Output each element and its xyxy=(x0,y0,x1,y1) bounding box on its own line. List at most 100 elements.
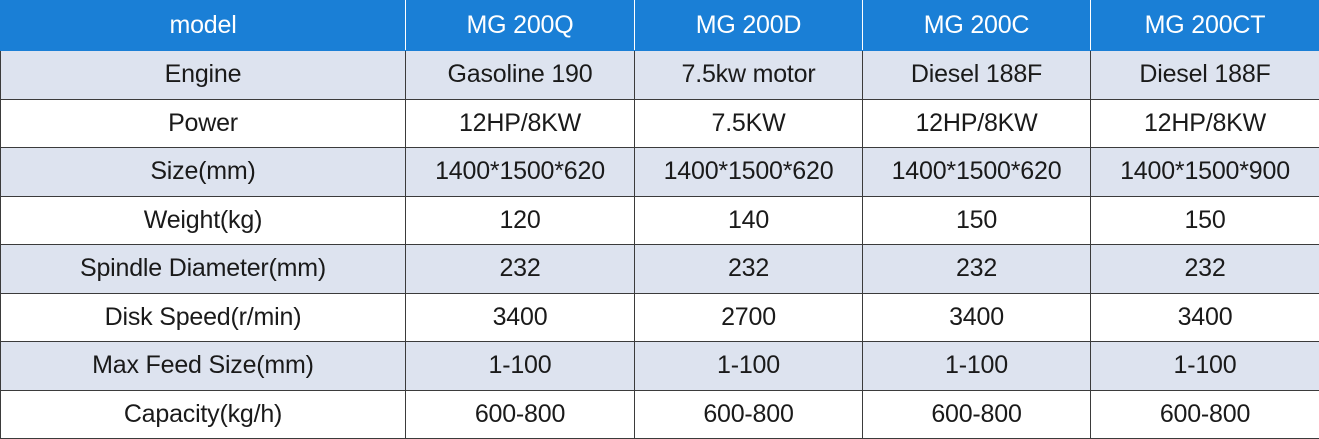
row-label-cell: Max Feed Size(mm) xyxy=(1,342,406,391)
table-cell: 12HP/8KW xyxy=(406,99,635,148)
table-row-max-feed-size: Max Feed Size(mm) 1-100 1-100 1-100 1-10… xyxy=(1,342,1319,391)
table-cell: 1-100 xyxy=(863,342,1091,391)
header-label: MG 200CT xyxy=(1145,11,1266,40)
table-cell: 1-100 xyxy=(1091,342,1319,391)
table-cell: 600-800 xyxy=(635,390,863,439)
row-label: Disk Speed(r/min) xyxy=(105,303,302,332)
table-cell: Diesel 188F xyxy=(1091,51,1319,100)
cell-value: 1-100 xyxy=(945,351,1008,380)
table-cell: 600-800 xyxy=(863,390,1091,439)
table-cell: 7.5kw motor xyxy=(635,51,863,100)
cell-value: 150 xyxy=(1184,206,1225,235)
table-cell: 150 xyxy=(863,196,1091,245)
row-label-cell: Weight(kg) xyxy=(1,196,406,245)
cell-value: 3400 xyxy=(1178,303,1233,332)
cell-value: 120 xyxy=(499,206,540,235)
table-cell: 232 xyxy=(635,245,863,294)
table-row-engine: Engine Gasoline 190 7.5kw motor Diesel 1… xyxy=(1,51,1319,100)
cell-value: 1400*1500*620 xyxy=(435,157,605,186)
row-label-cell: Disk Speed(r/min) xyxy=(1,293,406,342)
cell-value: 1-100 xyxy=(1174,351,1237,380)
header-label: MG 200C xyxy=(924,11,1030,40)
table-cell: 1400*1500*900 xyxy=(1091,148,1319,197)
table-cell: 1400*1500*620 xyxy=(635,148,863,197)
table-cell: 232 xyxy=(863,245,1091,294)
cell-value: 232 xyxy=(956,254,997,283)
cell-value: 3400 xyxy=(949,303,1004,332)
cell-value: 7.5kw motor xyxy=(682,60,816,89)
cell-value: 232 xyxy=(728,254,769,283)
cell-value: 600-800 xyxy=(475,400,565,429)
cell-value: 140 xyxy=(728,206,769,235)
table-row-weight: Weight(kg) 120 140 150 150 xyxy=(1,196,1319,245)
cell-value: 7.5KW xyxy=(711,109,785,138)
row-label: Weight(kg) xyxy=(144,206,262,235)
row-label-cell: Size(mm) xyxy=(1,148,406,197)
table-row-spindle-diameter: Spindle Diameter(mm) 232 232 232 232 xyxy=(1,245,1319,294)
row-label: Power xyxy=(168,109,238,138)
table-cell: 600-800 xyxy=(1091,390,1319,439)
row-label-cell: Engine xyxy=(1,51,406,100)
cell-value: 600-800 xyxy=(931,400,1021,429)
cell-value: Diesel 188F xyxy=(1139,60,1270,89)
table-cell: 600-800 xyxy=(406,390,635,439)
cell-value: 232 xyxy=(499,254,540,283)
cell-value: 600-800 xyxy=(703,400,793,429)
table-cell: 1400*1500*620 xyxy=(863,148,1091,197)
row-label-cell: Capacity(kg/h) xyxy=(1,390,406,439)
table-cell: 3400 xyxy=(406,293,635,342)
cell-value: 1400*1500*620 xyxy=(664,157,834,186)
row-label: Spindle Diameter(mm) xyxy=(80,254,326,283)
table-cell: 232 xyxy=(1091,245,1319,294)
row-label-cell: Spindle Diameter(mm) xyxy=(1,245,406,294)
header-label: model xyxy=(169,11,236,40)
table-cell: Gasoline 190 xyxy=(406,51,635,100)
cell-value: 12HP/8KW xyxy=(1144,109,1266,138)
table-cell: 2700 xyxy=(635,293,863,342)
table-cell: 232 xyxy=(406,245,635,294)
table-cell: 12HP/8KW xyxy=(1091,99,1319,148)
cell-value: 150 xyxy=(956,206,997,235)
header-cell-mg200ct: MG 200CT xyxy=(1091,1,1319,51)
table-cell: 150 xyxy=(1091,196,1319,245)
cell-value: 2700 xyxy=(721,303,776,332)
table-row-disk-speed: Disk Speed(r/min) 3400 2700 3400 3400 xyxy=(1,293,1319,342)
header-cell-mg200c: MG 200C xyxy=(863,1,1091,51)
cell-value: 1400*1500*620 xyxy=(892,157,1062,186)
cell-value: Gasoline 190 xyxy=(448,60,593,89)
header-row: model MG 200Q MG 200D MG 200C MG 200CT xyxy=(1,1,1319,51)
header-cell-mg200d: MG 200D xyxy=(635,1,863,51)
cell-value: 12HP/8KW xyxy=(459,109,581,138)
cell-value: 12HP/8KW xyxy=(915,109,1037,138)
header-cell-mg200q: MG 200Q xyxy=(406,1,635,51)
table-cell: 12HP/8KW xyxy=(863,99,1091,148)
header-label: MG 200D xyxy=(696,11,802,40)
table-cell: 1-100 xyxy=(406,342,635,391)
table-cell: 140 xyxy=(635,196,863,245)
table-cell: 3400 xyxy=(863,293,1091,342)
table-cell: Diesel 188F xyxy=(863,51,1091,100)
row-label: Capacity(kg/h) xyxy=(124,400,282,429)
row-label: Size(mm) xyxy=(150,157,255,186)
table-body: Engine Gasoline 190 7.5kw motor Diesel 1… xyxy=(1,51,1319,439)
table-row-size: Size(mm) 1400*1500*620 1400*1500*620 140… xyxy=(1,148,1319,197)
row-label: Max Feed Size(mm) xyxy=(92,351,314,380)
row-label: Engine xyxy=(165,60,242,89)
row-label-cell: Power xyxy=(1,99,406,148)
table-cell: 120 xyxy=(406,196,635,245)
table-cell: 1-100 xyxy=(635,342,863,391)
table-row-capacity: Capacity(kg/h) 600-800 600-800 600-800 6… xyxy=(1,390,1319,439)
table-header: model MG 200Q MG 200D MG 200C MG 200CT xyxy=(1,1,1319,51)
cell-value: Diesel 188F xyxy=(911,60,1042,89)
cell-value: 600-800 xyxy=(1160,400,1250,429)
cell-value: 3400 xyxy=(493,303,548,332)
cell-value: 1-100 xyxy=(489,351,552,380)
header-label: MG 200Q xyxy=(467,11,574,40)
cell-value: 1-100 xyxy=(717,351,780,380)
header-cell-model: model xyxy=(1,1,406,51)
table-row-power: Power 12HP/8KW 7.5KW 12HP/8KW 12HP/8KW xyxy=(1,99,1319,148)
table-cell: 1400*1500*620 xyxy=(406,148,635,197)
table-cell: 3400 xyxy=(1091,293,1319,342)
cell-value: 232 xyxy=(1184,254,1225,283)
